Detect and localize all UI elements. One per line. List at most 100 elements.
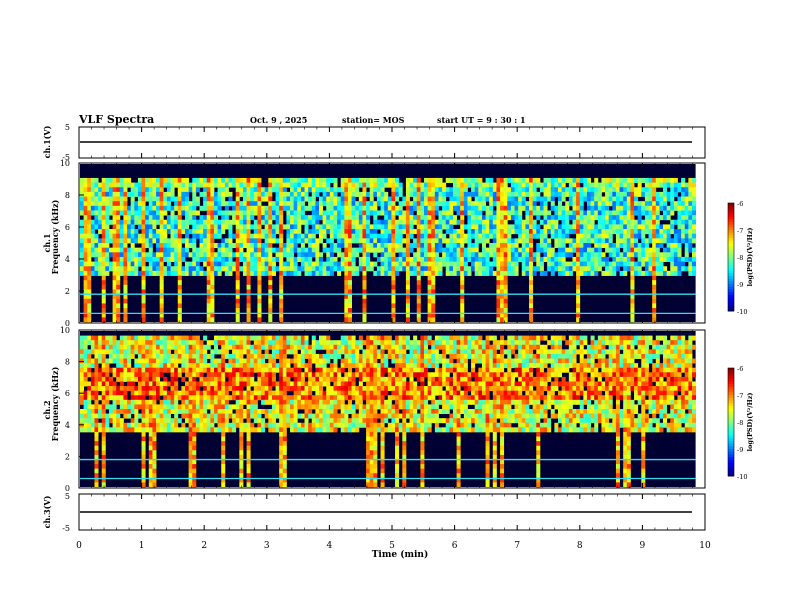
spectrogram-cell xyxy=(195,386,200,392)
spectrogram-cell xyxy=(442,210,447,216)
spectrogram-cell xyxy=(105,376,110,382)
spectrogram-cell xyxy=(655,247,660,253)
spectrogram-cell xyxy=(691,233,697,239)
spectrogram-cell xyxy=(529,275,534,281)
spectrogram-cell xyxy=(478,266,483,272)
spectrogram-cell xyxy=(561,219,566,225)
spectrogram-cell xyxy=(507,191,512,197)
spectrogram-cell xyxy=(250,196,255,202)
spectrogram-cell xyxy=(217,252,222,258)
spectrogram-cell xyxy=(108,390,113,396)
spectrogram-cell xyxy=(583,261,588,267)
spectrogram-cell xyxy=(257,243,262,249)
spectrogram-cell xyxy=(127,399,132,405)
spectrogram-cell xyxy=(391,182,396,188)
spectrogram-cell xyxy=(547,210,552,216)
spectrogram-cell xyxy=(594,266,599,272)
spectrogram-cell xyxy=(445,191,450,197)
spectrogram-cell xyxy=(427,256,432,262)
spectrogram-cell xyxy=(492,229,497,235)
spectrogram-cell xyxy=(496,229,501,235)
spectrogram-cell xyxy=(673,229,678,235)
spectrogram-cell xyxy=(137,201,142,207)
spectrogram-cell xyxy=(583,256,588,262)
spectrogram-cell xyxy=(304,409,309,414)
spectrogram-cell xyxy=(434,256,439,262)
spectrogram-cell xyxy=(246,459,251,465)
spectrogram-cell xyxy=(148,454,153,460)
spectrogram-cell xyxy=(413,196,418,202)
spectrogram-cell xyxy=(503,266,508,272)
spectrogram-cell xyxy=(264,340,269,346)
spectrogram-cell xyxy=(630,210,635,216)
spectrogram-cell xyxy=(532,266,537,272)
spectrogram-cell xyxy=(203,353,208,359)
ch1-spectrogram-image xyxy=(80,164,697,323)
spectrogram-cell xyxy=(601,229,606,235)
spectrogram-cell xyxy=(510,270,515,276)
spectrogram-cell xyxy=(188,376,193,382)
spectrogram-cell xyxy=(427,308,432,314)
spectrogram-cell xyxy=(228,191,233,197)
spectrogram-cell xyxy=(521,247,526,253)
spectrogram-cell xyxy=(391,284,396,290)
spectrogram-cell xyxy=(460,252,465,258)
spectrogram-cell xyxy=(268,205,273,211)
spectrogram-cell xyxy=(358,219,363,225)
spectrogram-cell xyxy=(257,308,262,314)
spectrogram-cell xyxy=(213,201,219,207)
spectrogram-cell xyxy=(623,266,628,272)
spectrogram-cell xyxy=(195,219,200,225)
spectrogram-cell xyxy=(666,177,671,183)
spectrogram-cell xyxy=(344,266,349,272)
spectrogram-cell xyxy=(590,201,595,207)
spectrogram-cell xyxy=(130,252,135,258)
spectrogram-cell xyxy=(192,399,197,405)
spectrogram-cell xyxy=(427,243,432,249)
spectrogram-cell xyxy=(239,409,244,414)
spectrogram-cell xyxy=(90,372,95,378)
spectrogram-cell xyxy=(127,233,132,239)
spectrogram-cell xyxy=(228,340,233,346)
spectrogram-cell xyxy=(503,191,508,197)
spectrogram-cell xyxy=(242,399,247,405)
spectrogram-cell xyxy=(340,187,345,193)
spectrogram-cell xyxy=(293,196,298,202)
spectrogram-cell xyxy=(358,215,363,221)
spectrogram-cell xyxy=(123,266,128,272)
spectrogram-cell xyxy=(177,358,182,364)
spectrogram-cell xyxy=(366,243,371,249)
spectrogram-cell xyxy=(322,266,327,272)
spectrogram-cell xyxy=(137,386,142,392)
spectrogram-cell xyxy=(188,215,193,221)
spectrogram-cell xyxy=(489,243,494,249)
spectrogram-cell xyxy=(630,261,635,267)
spectrogram-cell xyxy=(141,256,146,262)
spectrogram-cell xyxy=(261,418,266,424)
spectrogram-cell xyxy=(116,390,121,396)
spectrogram-cell xyxy=(108,395,113,401)
spectrogram-cell xyxy=(478,224,483,230)
spectrogram-cell xyxy=(108,210,113,216)
spectrogram-cell xyxy=(510,191,515,197)
spectrogram-cell xyxy=(116,399,121,405)
spectrogram-cell xyxy=(156,376,161,382)
spectrogram-cell xyxy=(206,381,211,387)
spectrogram-cell xyxy=(532,229,537,235)
spectrogram-cell xyxy=(224,386,229,392)
spectrogram-cell xyxy=(539,187,544,193)
spectrogram-cell xyxy=(434,210,439,216)
spectrogram-cell xyxy=(127,215,132,221)
spectrogram-cell xyxy=(192,344,197,350)
spectrogram-cell xyxy=(268,386,273,392)
spectrogram-cell xyxy=(80,182,85,188)
spectrogram-cell xyxy=(630,298,635,304)
spectrogram-cell xyxy=(503,284,508,290)
spectrogram-cell xyxy=(641,243,646,249)
spectrogram-cell xyxy=(87,395,92,401)
spectrogram-cell xyxy=(210,427,215,433)
spectrogram-cell xyxy=(134,422,139,428)
spectrogram-cell xyxy=(630,303,635,309)
spectrogram-cell xyxy=(293,422,298,428)
spectrogram-cell xyxy=(688,177,693,183)
